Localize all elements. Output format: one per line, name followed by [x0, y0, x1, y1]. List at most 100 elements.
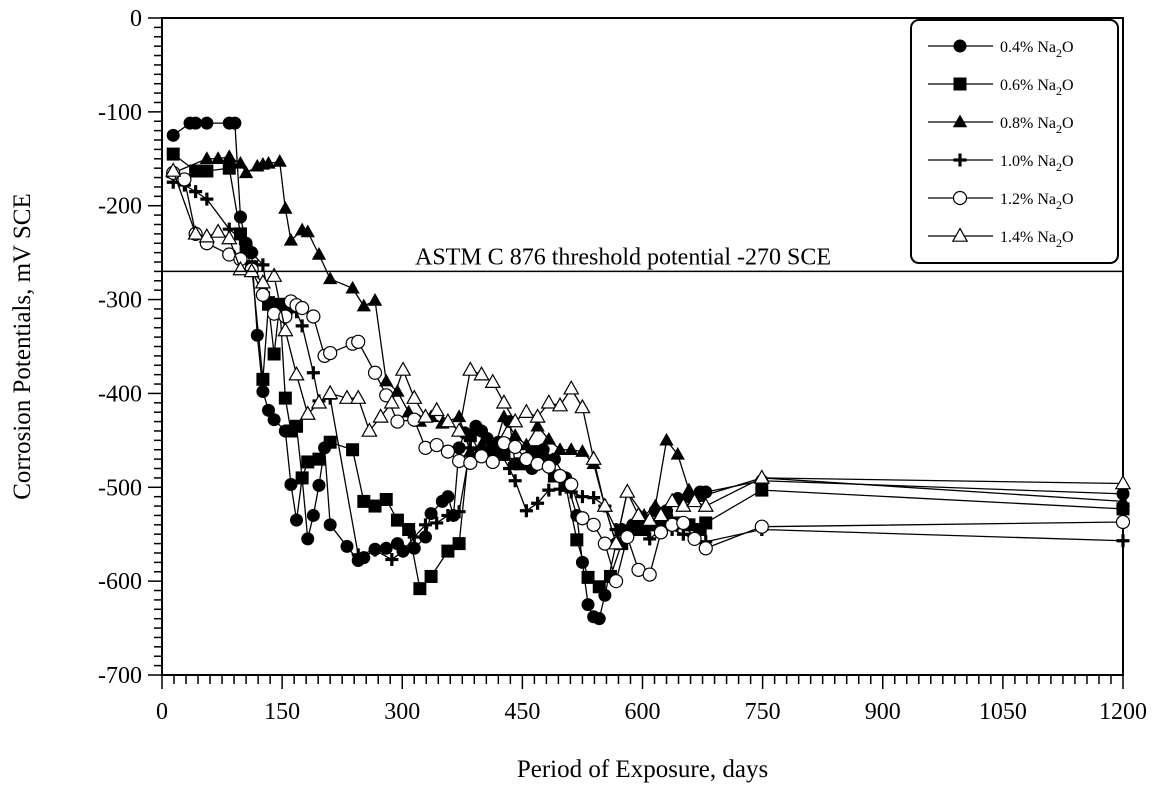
data-point — [222, 161, 236, 175]
legend-item: 0.6% Na2O — [928, 77, 1074, 98]
data-point — [209, 223, 227, 238]
legend-marker — [953, 39, 967, 53]
data-point — [585, 450, 602, 465]
data-point — [238, 165, 254, 179]
data-point — [256, 372, 270, 386]
data-point — [323, 345, 338, 361]
data-point — [643, 532, 657, 546]
data-point — [519, 437, 534, 451]
data-point — [659, 432, 674, 446]
data-point — [301, 455, 315, 469]
x-axis-title: Period of Exposure, days — [517, 756, 768, 783]
data-point — [357, 494, 371, 508]
data-point — [440, 444, 455, 459]
data-point — [480, 431, 494, 445]
data-point — [755, 483, 769, 497]
data-point — [379, 492, 393, 506]
data-point — [306, 366, 320, 380]
data-point — [608, 574, 624, 589]
y-tick-label: -200 — [98, 194, 142, 220]
data-point — [379, 541, 393, 555]
data-point — [428, 401, 445, 417]
data-point — [581, 598, 595, 612]
data-point — [519, 504, 533, 518]
legend-marker — [953, 77, 967, 91]
data-point — [474, 449, 489, 464]
data-point — [228, 116, 242, 130]
data-point — [551, 396, 569, 412]
data-point — [620, 529, 635, 545]
data-point — [508, 428, 523, 441]
data-point — [641, 511, 658, 526]
data-point — [619, 483, 636, 498]
data-point — [439, 412, 457, 428]
data-point — [1115, 493, 1131, 507]
data-point — [189, 164, 203, 178]
data-point — [278, 201, 293, 214]
data-point — [233, 156, 248, 169]
x-tick-label: 150 — [264, 699, 300, 725]
data-point — [245, 246, 259, 260]
data-point — [506, 412, 524, 428]
data-point — [233, 232, 247, 246]
data-point — [323, 435, 337, 449]
data-point — [267, 347, 281, 361]
data-point — [653, 525, 669, 540]
data-point — [368, 499, 382, 513]
legend-label: 1.4% Na2O — [1000, 229, 1074, 250]
data-point — [256, 258, 270, 272]
data-point — [272, 154, 287, 167]
data-point — [340, 539, 354, 553]
legend-marker — [953, 153, 967, 167]
data-point — [485, 454, 500, 470]
data-point — [189, 185, 203, 199]
data-point — [345, 280, 360, 294]
x-tick-label: 450 — [504, 699, 540, 725]
data-point — [262, 403, 276, 417]
legend-item: 1.2% Na2O — [928, 190, 1074, 212]
data-point — [222, 149, 237, 163]
data-point — [321, 384, 339, 400]
data-point — [463, 441, 477, 455]
data-point — [295, 319, 309, 333]
data-point — [221, 229, 238, 245]
data-point — [310, 394, 328, 409]
data-point — [552, 468, 568, 484]
data-point — [575, 444, 590, 457]
data-point — [199, 151, 214, 164]
data-point — [518, 403, 535, 418]
x-tick-label: 600 — [625, 699, 661, 725]
data-point — [338, 389, 356, 404]
data-point — [243, 262, 260, 278]
data-point — [450, 422, 468, 437]
data-point — [312, 478, 326, 492]
data-point — [256, 385, 270, 399]
data-point — [754, 519, 769, 534]
data-point — [536, 443, 550, 457]
data-point — [323, 518, 337, 532]
legend: 0.4% Na2O 0.6% Na2O 0.8% Na2O 1.0% Na2O 1.2%… — [910, 19, 1119, 264]
data-point — [564, 477, 579, 492]
data-point — [1116, 534, 1130, 548]
data-point — [306, 508, 320, 522]
data-point — [390, 513, 404, 527]
data-point — [463, 429, 477, 443]
data-point — [508, 439, 523, 455]
x-tick-label: 1200 — [1099, 699, 1147, 725]
data-point — [441, 544, 455, 558]
data-point — [508, 474, 522, 488]
data-point — [531, 496, 545, 510]
data-point — [541, 431, 556, 445]
axis-ticks — [148, 17, 1124, 689]
data-point — [630, 506, 647, 522]
data-point — [187, 225, 204, 240]
data-point — [596, 497, 614, 512]
data-point — [368, 543, 382, 557]
legend-item: 1.4% Na2O — [928, 227, 1074, 250]
data-point — [312, 452, 326, 466]
data-point — [210, 151, 226, 164]
data-point — [429, 437, 444, 453]
data-point — [356, 298, 371, 312]
data-point — [474, 437, 489, 451]
